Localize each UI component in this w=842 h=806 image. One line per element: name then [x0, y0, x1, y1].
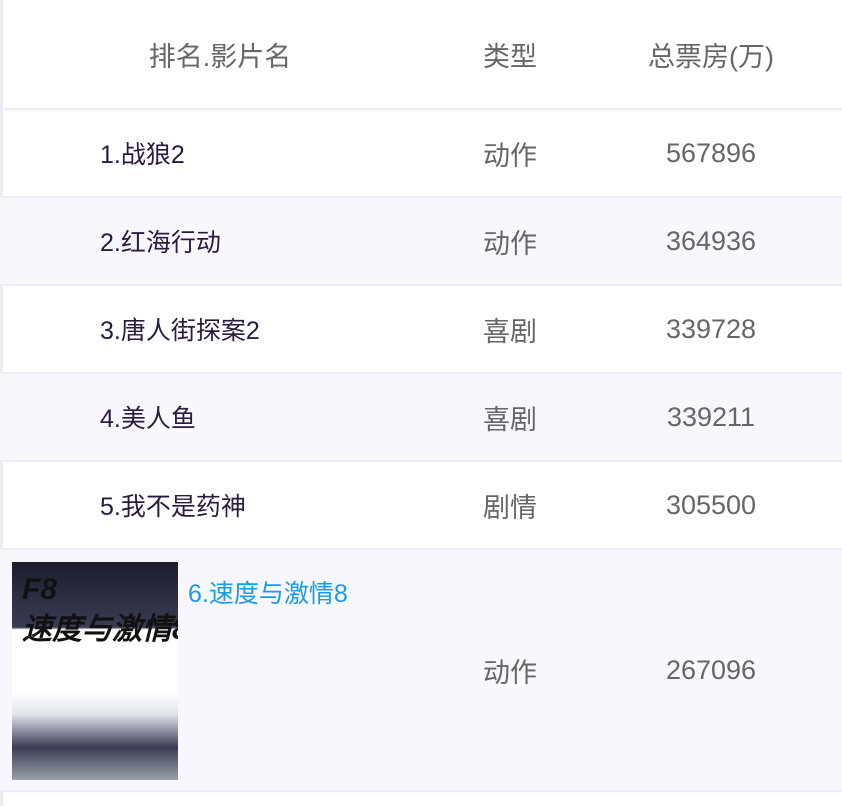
featured-cell: F8 速度与激情8 6.速度与激情8: [0, 549, 440, 792]
movie-name: 5.我不是药神: [0, 461, 440, 550]
movie-name-link[interactable]: 6.速度与激情8: [188, 580, 348, 608]
movie-genre: 动作: [440, 197, 580, 286]
movie-box-office: 339211: [580, 373, 842, 462]
movie-genre: 动作: [440, 109, 580, 198]
movie-name: 3.唐人街探案2: [0, 285, 440, 374]
movie-name: 2.红海行动: [0, 197, 440, 286]
table-row[interactable]: 1.战狼2 动作 567896: [0, 109, 842, 198]
table-header: 排名.影片名 类型 总票房(万): [0, 0, 842, 110]
header-box-office: 总票房(万): [580, 0, 842, 110]
movie-name: 1.战狼2: [0, 109, 440, 198]
movie-box-office: 567896: [580, 109, 842, 198]
table-row-featured[interactable]: F8 速度与激情8 6.速度与激情8 动作 267096: [0, 549, 842, 792]
movie-genre: 喜剧: [440, 285, 580, 374]
table-row[interactable]: 5.我不是药神 剧情 305500: [0, 461, 842, 550]
movie-poster[interactable]: F8 速度与激情8: [12, 562, 178, 780]
movie-box-office: 339728: [580, 285, 842, 374]
movie-box-office: 364936: [580, 197, 842, 286]
movie-genre: 动作: [440, 549, 580, 792]
header-genre: 类型: [440, 0, 580, 110]
movie-box-office: 267096: [580, 549, 842, 792]
movie-genre: 喜剧: [440, 373, 580, 462]
movie-box-office: 305500: [580, 461, 842, 550]
movie-genre: 剧情: [440, 461, 580, 550]
table-row[interactable]: 4.美人鱼 喜剧 339211: [0, 373, 842, 462]
poster-title: F8 速度与激情8: [22, 573, 178, 646]
movie-name: 4.美人鱼: [0, 373, 440, 462]
table-row[interactable]: 3.唐人街探案2 喜剧 339728: [0, 285, 842, 374]
table-row[interactable]: 2.红海行动 动作 364936: [0, 197, 842, 286]
header-rank-title: 排名.影片名: [0, 0, 440, 110]
